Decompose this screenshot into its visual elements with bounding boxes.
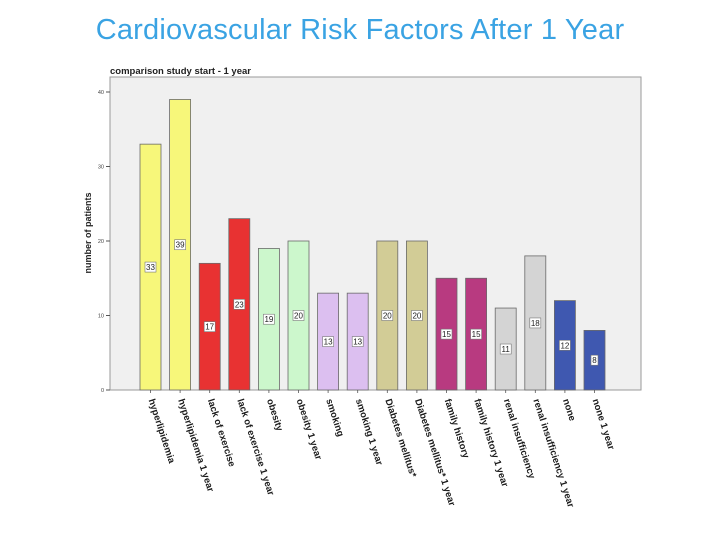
chart-title: comparison study start - 1 year — [110, 66, 251, 77]
x-tick-label: hyperlipidemia — [146, 398, 177, 466]
data-label-box — [411, 310, 423, 321]
data-label: 17 — [205, 323, 214, 332]
data-label: 23 — [235, 300, 244, 309]
data-label: 13 — [353, 338, 362, 347]
data-label-box — [470, 328, 482, 340]
data-label: 18 — [531, 319, 540, 328]
data-label-box — [174, 239, 186, 251]
data-label: 19 — [264, 315, 273, 324]
x-tick-label: lack of exercise — [205, 398, 237, 469]
slide-title: Cardiovascular Risk Factors After 1 Year — [95, 14, 625, 46]
x-tick-label: Diabetes mellitus* — [382, 398, 418, 480]
y-axis-label: number of patients — [83, 192, 93, 273]
x-tick-label: obesity — [264, 398, 285, 434]
plot-background — [109, 76, 642, 391]
x-tick-label: none — [560, 398, 577, 423]
data-label-box — [203, 321, 216, 332]
data-label-box — [590, 354, 599, 366]
x-tick-label: smoking — [323, 398, 346, 439]
data-label: 8 — [592, 356, 597, 365]
data-label-box — [292, 310, 305, 321]
x-tick-label: smoking 1 year — [353, 398, 385, 467]
data-label: 11 — [502, 345, 511, 354]
data-label: 33 — [146, 263, 155, 272]
x-tick-label: renal insufficiency — [501, 398, 537, 481]
data-label: 13 — [324, 338, 333, 347]
data-label-box — [559, 339, 571, 351]
data-label: 15 — [472, 330, 481, 339]
data-label: 12 — [560, 341, 569, 350]
y-tick-label: 20 — [98, 239, 104, 245]
data-label: 39 — [176, 241, 185, 250]
data-label: 20 — [412, 312, 421, 321]
x-tick-label: obesity 1 year — [294, 398, 324, 462]
x-tick-label: none 1 year — [590, 398, 617, 452]
y-tick-label: 10 — [98, 314, 104, 320]
y-tick-label: 30 — [98, 165, 104, 171]
data-label-box — [440, 328, 453, 340]
data-label-box — [351, 336, 364, 347]
y-tick-label: 40 — [98, 90, 104, 96]
data-label: 15 — [442, 330, 451, 339]
data-label-box — [322, 336, 334, 347]
data-label-box — [381, 310, 394, 321]
data-label-box — [529, 317, 542, 329]
data-label: 20 — [294, 312, 303, 321]
data-label-box — [499, 343, 512, 355]
y-tick-label: 0 — [101, 388, 104, 394]
data-label-box — [263, 313, 275, 325]
data-label-box — [144, 261, 157, 273]
x-tick-label: family history — [442, 398, 472, 461]
data-label: 20 — [383, 312, 392, 321]
data-label-box — [233, 299, 246, 310]
